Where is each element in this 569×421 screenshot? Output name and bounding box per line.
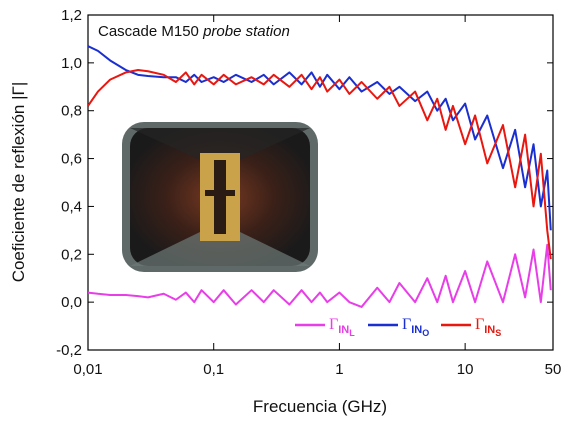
y-tick-label: 0,6 — [61, 151, 82, 168]
x-tick-label: 0,01 — [73, 361, 102, 378]
inset-photo — [122, 122, 318, 272]
y-tick-label: 0,2 — [61, 246, 82, 263]
plot-frame — [87, 14, 554, 351]
y-tick-label: 0,8 — [61, 103, 82, 120]
y-axis-label: Coeficiente de reflexión |Γ| — [9, 82, 28, 283]
x-tick-label: 1 — [335, 361, 343, 378]
y-tick-label: -0,2 — [56, 342, 82, 359]
y-tick-label: 0,0 — [61, 294, 82, 311]
legend-label: ΓINS — [475, 316, 501, 338]
x-tick-label: 10 — [457, 361, 474, 378]
y-tick-label: 1,0 — [61, 55, 82, 72]
x-tick-label: 0,1 — [203, 361, 224, 378]
annotation: Cascade M150 probe station — [98, 23, 290, 40]
annotation-text: Cascade M150 — [98, 23, 199, 40]
series-line — [88, 69, 552, 260]
legend-label: ΓINO — [402, 316, 429, 338]
x-axis-label: Frecuencia (GHz) — [253, 397, 387, 416]
series-group — [88, 45, 552, 308]
series-line — [88, 243, 552, 308]
series-line — [88, 45, 552, 231]
legend-label: ΓINL — [329, 316, 355, 338]
y-tick-label: 0,4 — [61, 198, 82, 215]
y-tick-label: 1,2 — [61, 7, 82, 24]
annotation-italic: probe station — [202, 23, 290, 40]
x-tick-label: 50 — [545, 361, 562, 378]
